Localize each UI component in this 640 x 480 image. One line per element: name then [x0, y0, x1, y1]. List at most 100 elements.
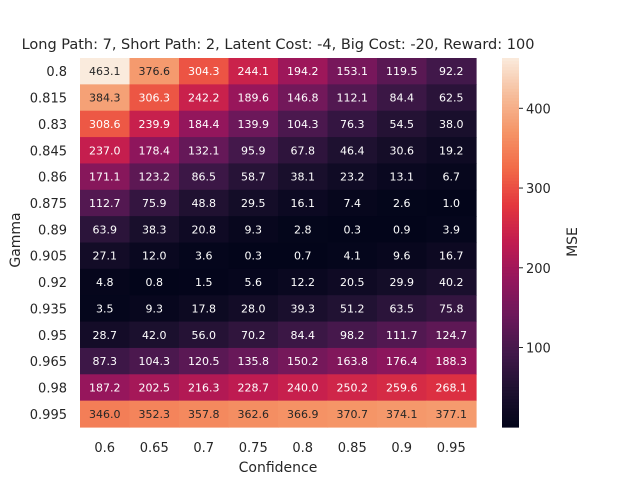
cell-value-label: 56.0: [192, 329, 217, 342]
colorbar-segment: [502, 58, 519, 62]
colorbar-segment: [502, 233, 519, 237]
colorbar-segment: [502, 387, 519, 391]
cell-value-label: 178.4: [139, 144, 171, 157]
colorbar-segment: [502, 134, 519, 139]
colorbar-segment: [502, 159, 519, 164]
colorbar-segment: [502, 328, 519, 333]
cell-value-label: 0.7: [294, 250, 312, 263]
colorbar-segment: [502, 119, 519, 124]
cell-value-label: 216.3: [188, 381, 220, 394]
cell-value-label: 171.1: [89, 171, 121, 184]
colorbar-segment: [502, 214, 519, 219]
cell-value-label: 4.1: [344, 250, 362, 263]
heatmap-cell: [129, 242, 180, 270]
colorbar-segment: [502, 334, 519, 339]
heatmap-cell: [278, 58, 329, 85]
cell-value-label: 352.3: [139, 408, 171, 421]
heatmap-cell: [80, 347, 131, 375]
colorbar-segment: [502, 184, 519, 188]
colorbar-segment: [502, 110, 519, 114]
cell-value-label: 63.9: [93, 223, 118, 236]
cell-value-label: 9.3: [245, 223, 263, 236]
cell-value-label: 463.1: [89, 65, 121, 78]
colorbar-segment: [502, 208, 519, 213]
cell-value-label: 194.2: [287, 65, 319, 78]
cell-value-label: 176.4: [386, 355, 418, 368]
heatmap-cell: [80, 110, 131, 138]
cell-value-label: 16.7: [439, 250, 464, 263]
cell-value-label: 16.1: [291, 197, 316, 210]
cell-value-label: 124.7: [436, 329, 468, 342]
colorbar-segment: [502, 97, 519, 102]
colorbar-segment: [502, 85, 519, 90]
cell-value-label: 20.8: [192, 223, 217, 236]
colorbar-segment: [502, 337, 519, 342]
colorbar-segment: [502, 147, 519, 151]
colorbar-segment: [502, 340, 519, 345]
heatmap-cell: [327, 268, 378, 296]
colorbar-segment: [502, 88, 519, 93]
colorbar-segment: [502, 260, 519, 265]
colorbar-segment: [502, 343, 519, 348]
colorbar-segment: [502, 279, 519, 284]
cell-value-label: 346.0: [89, 408, 121, 421]
cell-value-label: 119.5: [386, 65, 418, 78]
heatmap-cell: [129, 347, 180, 375]
heatmap-cell: [228, 242, 279, 270]
cell-value-label: 27.1: [93, 250, 118, 263]
colorbar-title: MSE: [565, 227, 581, 257]
heatmap-cell: [426, 242, 477, 270]
heatmap-cell: [278, 268, 329, 296]
y-tick-label: 0.935: [30, 302, 67, 317]
colorbar-segment: [502, 104, 519, 108]
heatmap-cell: [179, 347, 230, 375]
heatmap-cell: [426, 268, 477, 296]
heatmap-cell: [129, 137, 180, 165]
heatmap-cell: [278, 84, 329, 112]
cell-value-label: 38.1: [291, 171, 316, 184]
heatmap-cell: [377, 84, 428, 112]
cell-value-label: 98.2: [340, 329, 365, 342]
colorbar-segment: [502, 131, 519, 136]
heatmap-cell: [426, 189, 477, 217]
colorbar-segment: [502, 168, 519, 173]
cell-value-label: 188.3: [436, 355, 468, 368]
y-tick-label: 0.845: [30, 144, 67, 159]
colorbar-segment: [502, 408, 519, 413]
cell-value-label: 92.2: [439, 65, 464, 78]
colorbar-segment: [502, 230, 519, 234]
colorbar-segment: [502, 297, 519, 302]
colorbar-tick-label: 400: [526, 102, 551, 117]
y-tick-label: 0.95: [38, 329, 67, 344]
cell-value-label: 3.9: [443, 223, 461, 236]
colorbar-segment: [502, 270, 519, 274]
cell-value-label: 63.5: [390, 302, 415, 315]
heatmap-cell: [327, 84, 378, 112]
colorbar-segment: [502, 242, 519, 247]
cell-value-label: 153.1: [337, 65, 369, 78]
heatmap-cell: [228, 189, 279, 217]
cell-value-label: 240.0: [287, 381, 319, 394]
y-tick-label: 0.89: [38, 223, 67, 238]
colorbar-segment: [502, 171, 519, 176]
x-tick-label: 0.7: [193, 441, 214, 456]
colorbar-segment: [502, 202, 519, 207]
colorbar-segment: [502, 137, 519, 142]
cell-value-label: 0.3: [245, 250, 263, 263]
colorbar-segment: [502, 199, 519, 204]
cell-value-label: 7.4: [344, 197, 362, 210]
heatmap-cell: [327, 216, 378, 244]
y-tick-label: 0.98: [38, 381, 67, 396]
cell-value-label: 366.9: [287, 408, 319, 421]
heatmap-cell: [80, 268, 131, 296]
x-tick-label: 0.65: [140, 441, 169, 456]
heatmap-cell: [228, 268, 279, 296]
colorbar-segment: [502, 239, 519, 244]
colorbar-segment: [502, 423, 519, 428]
heatmap-cell: [377, 137, 428, 165]
cell-value-label: 39.3: [291, 302, 316, 315]
heatmap-cell: [80, 163, 131, 191]
colorbar-segment: [502, 156, 519, 161]
colorbar-tick-label: 100: [526, 342, 551, 357]
cell-value-label: 29.9: [390, 276, 415, 289]
